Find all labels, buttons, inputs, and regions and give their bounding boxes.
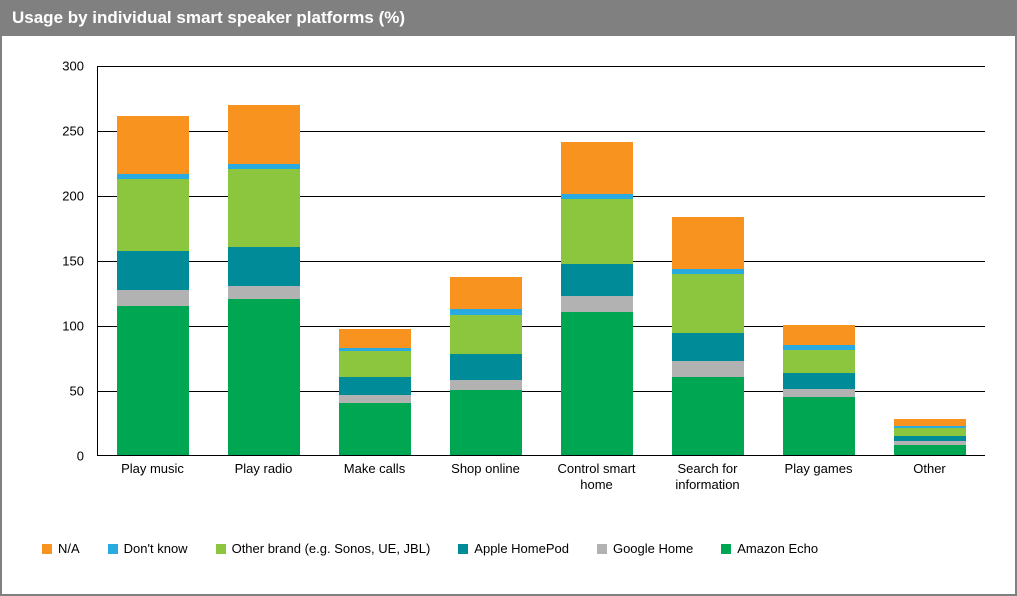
- bar-segment: [672, 361, 744, 377]
- legend-swatch: [108, 544, 118, 554]
- bar-column: [894, 419, 966, 455]
- y-tick-label: 0: [4, 449, 84, 464]
- plot-outer: 0 50 100 150 200 250 300 Play music Play radio M…: [2, 36, 1015, 594]
- bar-segment: [450, 277, 522, 310]
- bar-segment: [561, 264, 633, 297]
- legend-item: Amazon Echo: [721, 541, 818, 556]
- y-axis: 050100150200250300: [2, 66, 90, 456]
- bar-segment: [561, 296, 633, 312]
- bar-segment: [894, 428, 966, 436]
- bar-segment: [117, 306, 189, 456]
- bar-column: [561, 142, 633, 455]
- bar-segment: [894, 445, 966, 455]
- y-tick-label: 200: [4, 189, 84, 204]
- bar-segment: [117, 251, 189, 290]
- x-tick-label: Other: [880, 461, 980, 492]
- legend-swatch: [597, 544, 607, 554]
- x-tick-label: Make calls: [325, 461, 425, 492]
- legend-item: N/A: [42, 541, 80, 556]
- bar-column: [117, 116, 189, 455]
- legend-swatch: [216, 544, 226, 554]
- bar-segment: [672, 217, 744, 269]
- x-tick-label: Play radio: [214, 461, 314, 492]
- bar-segment: [339, 351, 411, 377]
- bar-segment: [450, 354, 522, 380]
- bar-column: [783, 325, 855, 455]
- x-tick-label: Shop online: [436, 461, 536, 492]
- bar-segment: [672, 274, 744, 333]
- bar-segment: [561, 199, 633, 264]
- legend: N/A Don't know Other brand (e.g. Sonos, UE…: [42, 541, 995, 556]
- legend-swatch: [42, 544, 52, 554]
- chart-title-bar: Usage by individual smart speaker platfo…: [2, 2, 1015, 36]
- bar-column: [450, 277, 522, 455]
- legend-label: Don't know: [124, 541, 188, 556]
- bar-segment: [894, 419, 966, 427]
- bar-segment: [783, 325, 855, 345]
- plot-area: [97, 66, 985, 456]
- legend-label: Google Home: [613, 541, 693, 556]
- chart-title: Usage by individual smart speaker platfo…: [12, 8, 405, 28]
- bar-segment: [339, 377, 411, 395]
- bar-segment: [783, 397, 855, 456]
- bar-segment: [117, 116, 189, 175]
- legend-item: Apple HomePod: [458, 541, 569, 556]
- bar-segment: [228, 169, 300, 247]
- y-tick-label: 150: [4, 254, 84, 269]
- x-tick-label: Control smart home: [547, 461, 647, 492]
- bar-segment: [672, 333, 744, 362]
- chart-container: Usage by individual smart speaker platfo…: [0, 0, 1017, 596]
- legend-item: Google Home: [597, 541, 693, 556]
- legend-label: Other brand (e.g. Sonos, UE, JBL): [232, 541, 431, 556]
- legend-item: Don't know: [108, 541, 188, 556]
- bars-group: [98, 66, 985, 455]
- x-tick-label: Search for information: [658, 461, 758, 492]
- bar-segment: [450, 315, 522, 354]
- y-tick-label: 100: [4, 319, 84, 334]
- bar-segment: [450, 390, 522, 455]
- bar-segment: [228, 286, 300, 299]
- bar-segment: [561, 312, 633, 455]
- legend-swatch: [458, 544, 468, 554]
- bar-segment: [783, 350, 855, 373]
- bar-segment: [672, 377, 744, 455]
- bar-segment: [117, 179, 189, 251]
- y-tick-label: 50: [4, 384, 84, 399]
- legend-swatch: [721, 544, 731, 554]
- bar-segment: [339, 403, 411, 455]
- x-tick-label: Play games: [769, 461, 869, 492]
- bar-column: [228, 105, 300, 455]
- bar-segment: [450, 380, 522, 390]
- bar-column: [672, 217, 744, 455]
- bar-segment: [339, 395, 411, 403]
- bar-segment: [561, 142, 633, 194]
- legend-item: Other brand (e.g. Sonos, UE, JBL): [216, 541, 431, 556]
- bar-segment: [228, 105, 300, 164]
- legend-label: Apple HomePod: [474, 541, 569, 556]
- bar-segment: [228, 299, 300, 455]
- legend-label: N/A: [58, 541, 80, 556]
- bar-segment: [783, 389, 855, 397]
- bar-segment: [339, 329, 411, 349]
- bar-segment: [117, 290, 189, 306]
- y-tick-label: 300: [4, 59, 84, 74]
- bar-column: [339, 329, 411, 455]
- y-tick-label: 250: [4, 124, 84, 139]
- x-tick-label: Play music: [103, 461, 203, 492]
- x-axis-labels: Play music Play radio Make calls Shop onlin…: [97, 461, 985, 492]
- legend-label: Amazon Echo: [737, 541, 818, 556]
- bar-segment: [783, 373, 855, 389]
- bar-segment: [228, 247, 300, 286]
